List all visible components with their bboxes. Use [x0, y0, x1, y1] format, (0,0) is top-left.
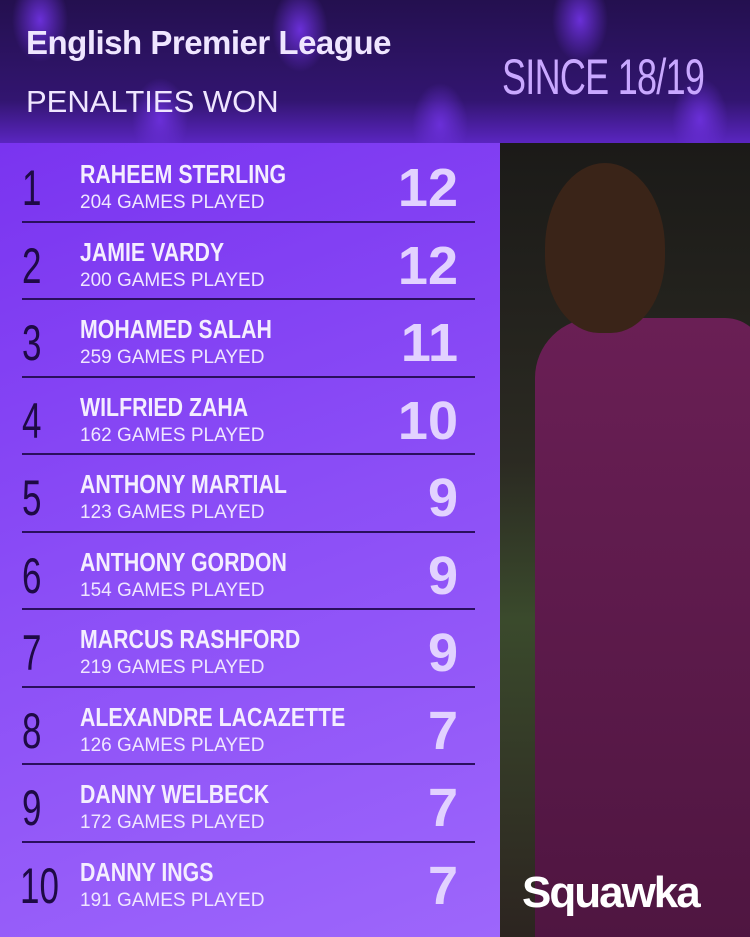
rank: 4: [22, 392, 42, 449]
divider: [22, 298, 475, 300]
player-name: ALEXANDRE LACAZETTE: [80, 701, 346, 732]
games-played: 126 GAMES PLAYED: [80, 734, 265, 756]
penalties-value: 7: [427, 700, 458, 761]
games-played: 200 GAMES PLAYED: [80, 269, 265, 291]
rank: 6: [22, 547, 42, 604]
penalties-value: 7: [427, 855, 458, 916]
list-item: 5 ANTHONY MARTIAL 123 GAMES PLAYED 9: [0, 455, 500, 533]
title: English Premier League: [26, 24, 391, 61]
penalties-value: 11: [400, 313, 458, 373]
list-item: 7 MARCUS RASHFORD 219 GAMES PLAYED 9: [0, 610, 500, 688]
divider: [22, 608, 475, 610]
rank: 7: [22, 625, 42, 681]
player-name: MARCUS RASHFORD: [80, 624, 301, 654]
penalties-value: 10: [397, 390, 458, 451]
penalties-value: 12: [397, 235, 458, 296]
divider: [22, 685, 475, 688]
shirt-shape: [535, 318, 750, 937]
player-name: DANNY INGS: [80, 856, 214, 887]
games-played: 259 GAMES PLAYED: [80, 347, 265, 368]
list-item: 9 DANNY WELBECK 172 GAMES PLAYED 7: [0, 765, 500, 843]
player-name: MOHAMED SALAH: [80, 314, 272, 344]
list-item: 2 JAMIE VARDY 200 GAMES PLAYED 12: [0, 223, 500, 300]
rank: 9: [22, 780, 42, 836]
divider: [22, 530, 475, 533]
rank: 3: [22, 315, 42, 371]
penalties-value: 12: [397, 158, 458, 218]
player-name: ANTHONY GORDON: [80, 546, 287, 577]
player-photo: [500, 143, 750, 937]
penalties-value: 9: [427, 545, 458, 606]
rank: 8: [22, 702, 42, 759]
player-name: DANNY WELBECK: [80, 779, 270, 809]
list-item: 10 DANNY INGS 191 GAMES PLAYED 7: [0, 843, 500, 921]
divider: [22, 375, 475, 378]
squawka-logo: Squawka: [522, 868, 701, 917]
list-item: 4 WILFRIED ZAHA 162 GAMES PLAYED 10: [0, 378, 500, 455]
rank: 2: [22, 237, 42, 294]
divider: [22, 220, 475, 223]
penalties-value: 7: [427, 778, 458, 838]
games-played: 162 GAMES PLAYED: [80, 424, 265, 446]
divider: [22, 763, 475, 765]
player-name: RAHEEM STERLING: [80, 159, 287, 189]
list-item: 8 ALEXANDRE LACAZETTE 126 GAMES PLAYED 7: [0, 688, 500, 765]
player-name: WILFRIED ZAHA: [80, 391, 249, 422]
since-label: SINCE 18/19: [502, 49, 705, 105]
rank: 10: [20, 857, 59, 914]
games-played: 219 GAMES PLAYED: [80, 657, 265, 678]
penalties-value: 9: [427, 623, 458, 683]
games-played: 204 GAMES PLAYED: [80, 192, 265, 213]
header: English Premier League PENALTIES WON SIN…: [0, 0, 750, 143]
player-name: JAMIE VARDY: [80, 236, 225, 267]
player-name: ANTHONY MARTIAL: [80, 469, 287, 499]
subtitle: PENALTIES WON: [26, 84, 279, 119]
games-played: 191 GAMES PLAYED: [80, 889, 265, 911]
head-shape: [545, 163, 665, 333]
divider: [22, 840, 475, 843]
divider: [22, 453, 475, 455]
list-item: 1 RAHEEM STERLING 204 GAMES PLAYED 12: [0, 145, 500, 223]
rank: 5: [22, 470, 42, 526]
games-played: 172 GAMES PLAYED: [80, 812, 265, 833]
games-played: 123 GAMES PLAYED: [80, 502, 265, 523]
penalties-value: 9: [427, 468, 458, 528]
list-item: 3 MOHAMED SALAH 259 GAMES PLAYED 11: [0, 300, 500, 378]
rank: 1: [22, 160, 42, 216]
ranking-list: 1 RAHEEM STERLING 204 GAMES PLAYED 12 2 …: [0, 143, 500, 937]
games-played: 154 GAMES PLAYED: [80, 579, 265, 601]
list-item: 6 ANTHONY GORDON 154 GAMES PLAYED 9: [0, 533, 500, 610]
